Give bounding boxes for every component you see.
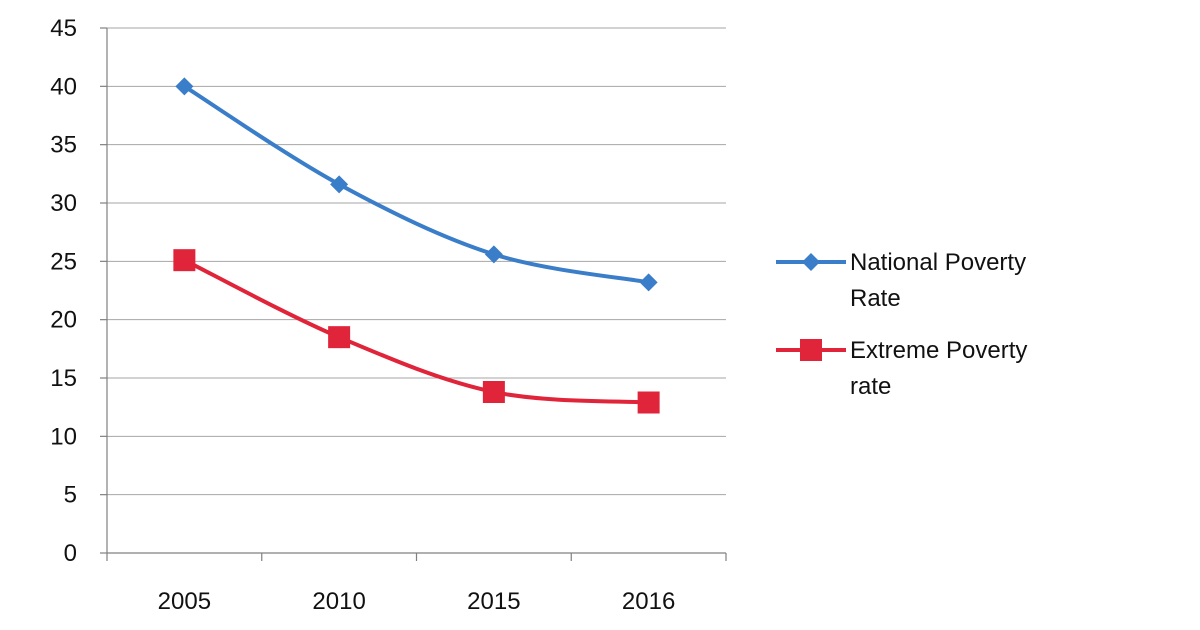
y-tick-label: 20 <box>50 307 77 334</box>
y-tick-label: 30 <box>50 190 77 217</box>
square-marker <box>173 249 196 272</box>
legend-label: Extreme Poverty <box>850 337 1027 364</box>
y-tick-label: 5 <box>64 482 77 509</box>
x-tick-label: 2010 <box>312 588 365 615</box>
y-tick-label: 35 <box>50 132 77 159</box>
series-line <box>182 84 651 285</box>
series-1 <box>173 249 660 414</box>
gridlines <box>107 27 726 496</box>
legend-label: National Poverty <box>850 249 1026 276</box>
series-lines <box>173 77 660 414</box>
diamond-marker <box>639 273 658 292</box>
x-tick-label: 2005 <box>158 588 211 615</box>
axes: 0 5 10 15 20 25 30 35 40 45 2005 2010 2015 2016 <box>50 15 727 615</box>
y-tick-label: 0 <box>64 540 77 567</box>
series-0 <box>175 77 658 292</box>
y-tick-label: 45 <box>50 15 77 42</box>
diamond-marker <box>484 245 503 264</box>
legend-label: rate <box>850 373 891 400</box>
legend-entry-1: Extreme Poverty rate <box>776 337 1027 400</box>
legend-entry-0: National Poverty Rate <box>776 249 1026 312</box>
legend: National Poverty Rate Extreme Poverty rate <box>776 249 1027 400</box>
square-marker <box>637 391 660 414</box>
legend-diamond-marker <box>802 253 820 271</box>
diamond-marker <box>330 175 349 194</box>
legend-square-marker <box>800 339 822 361</box>
y-tick-label: 25 <box>50 248 77 275</box>
x-tick-label: 2015 <box>467 588 520 615</box>
square-marker <box>482 381 505 403</box>
x-tick-label: 2016 <box>622 588 675 615</box>
square-marker <box>328 326 351 349</box>
diamond-marker <box>175 77 194 96</box>
series-line <box>182 258 651 405</box>
y-tick-label: 15 <box>50 365 77 392</box>
y-tick-label: 40 <box>50 73 77 100</box>
legend-label: Rate <box>850 285 901 312</box>
y-tick-label: 10 <box>50 423 77 450</box>
